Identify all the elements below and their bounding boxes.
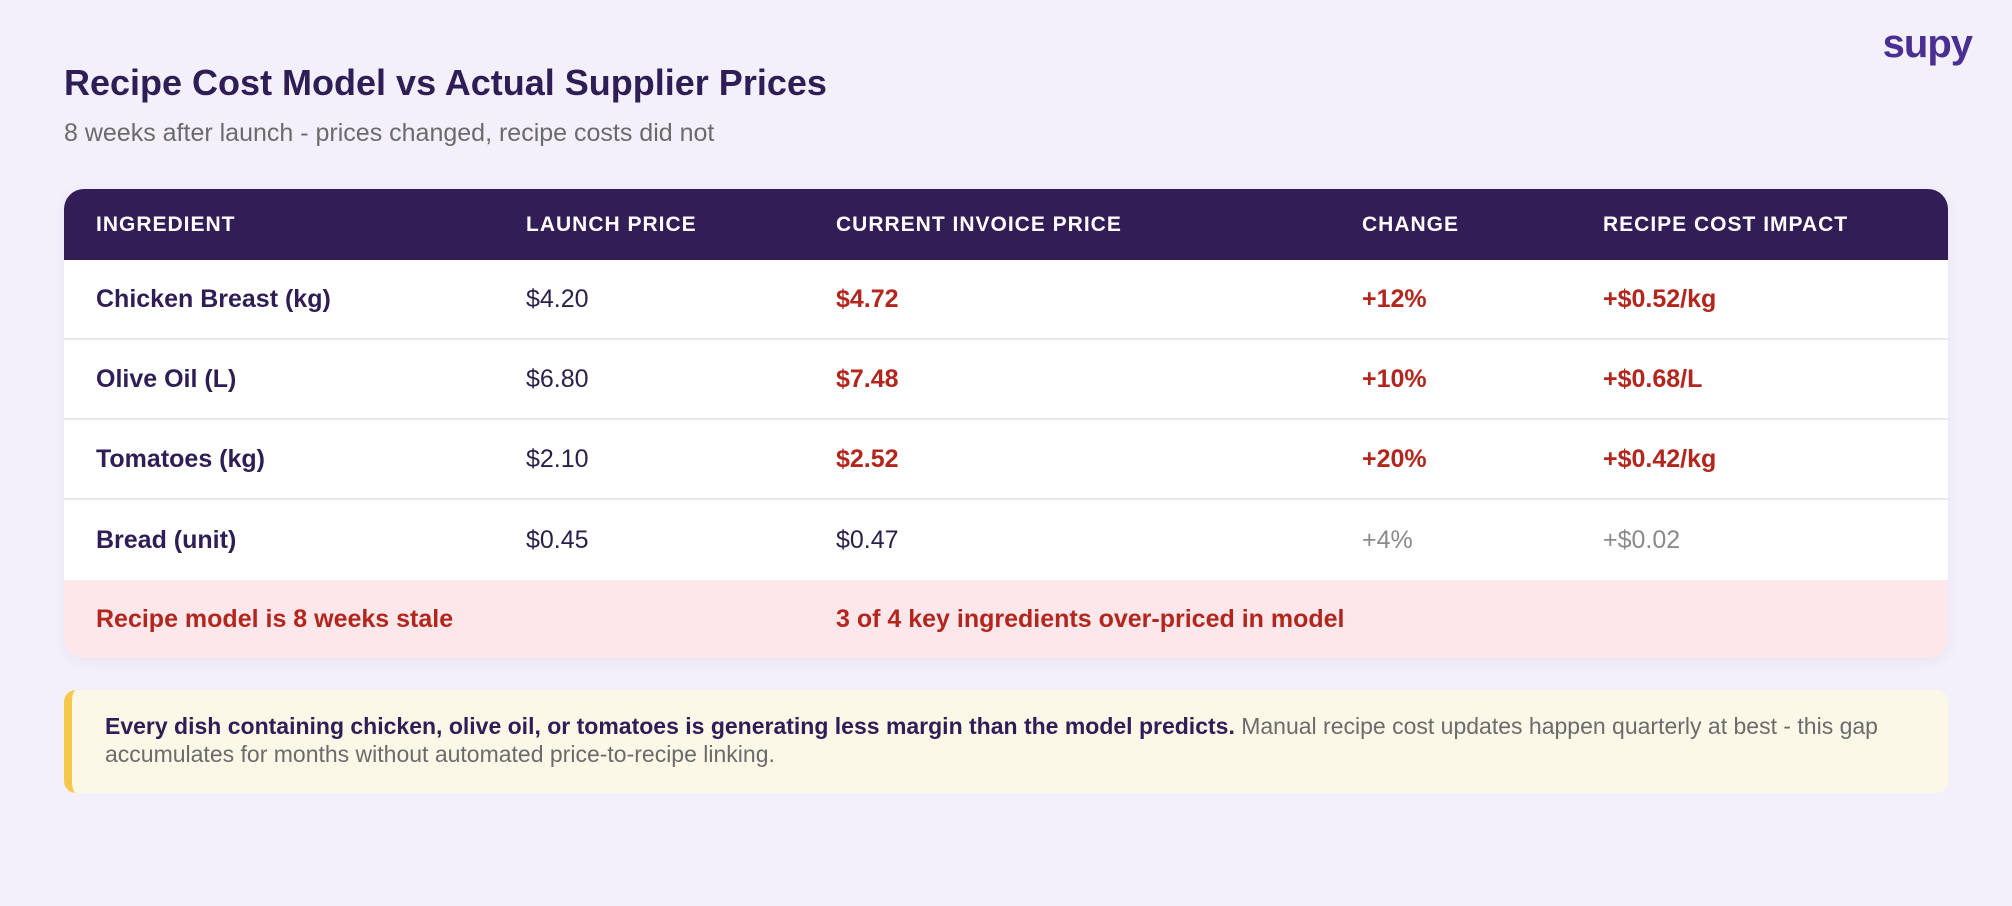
column-header: LAUNCH PRICE [526, 212, 697, 236]
cell: Tomatoes (kg) [96, 444, 265, 473]
cell: Bread (unit) [96, 525, 237, 554]
cell: $0.47 [836, 525, 899, 554]
cell: Olive Oil (L) [96, 364, 237, 393]
cell: +4% [1362, 525, 1413, 554]
subtitle: 8 weeks after launch - prices changed, r… [64, 119, 715, 147]
column-header: CURRENT INVOICE PRICE [836, 212, 1122, 236]
cell: $0.45 [526, 525, 589, 554]
cell: Chicken Breast (kg) [96, 284, 331, 313]
cell: $4.72 [836, 284, 899, 313]
cell: $2.52 [836, 444, 899, 473]
summary-row: Recipe model is 8 weeks stale 3 of 4 key… [64, 580, 1948, 658]
column-header: RECIPE COST IMPACT [1603, 212, 1849, 236]
header-row: INGREDIENT LAUNCH PRICE CURRENT INVOICE … [64, 189, 1948, 260]
summary-text: Recipe model is 8 weeks stale [96, 604, 454, 633]
column-header: INGREDIENT [96, 212, 236, 236]
logo: supy [1882, 22, 1973, 66]
table-row: Olive Oil (L) $6.80 $7.48 +10% +$0.68/L [64, 340, 1948, 420]
title: Recipe Cost Model vs Actual Supplier Pri… [64, 62, 827, 103]
summary-text: 3 of 4 key ingredients over-priced in mo… [836, 604, 1345, 633]
cell: +$0.02 [1603, 525, 1681, 554]
table-row: Chicken Breast (kg) $4.20 $4.72 +12% +$0… [64, 260, 1948, 340]
table-row: Tomatoes (kg) $2.10 $2.52 +20% +$0.42/kg [64, 420, 1948, 500]
price-table: INGREDIENT LAUNCH PRICE CURRENT INVOICE … [64, 189, 1948, 658]
column-header: CHANGE [1362, 212, 1460, 236]
table-row: Bread (unit) $0.45 $0.47 +4% +$0.02 [64, 500, 1948, 580]
callout-text: Manual recipe cost updates happen quarte… [105, 713, 1878, 767]
cell: +$0.42/kg [1603, 444, 1717, 473]
cell: $2.10 [526, 444, 589, 473]
callout: Every dish containing chicken, olive oil… [64, 690, 1948, 793]
cell: +20% [1362, 444, 1427, 473]
callout-bold: Every dish containing chicken, olive oil… [105, 713, 1235, 739]
cell: +10% [1362, 364, 1427, 393]
cell: $4.20 [526, 284, 589, 313]
cell: $6.80 [526, 364, 589, 393]
cell: $7.48 [836, 364, 899, 393]
cell: +$0.68/L [1603, 364, 1703, 393]
cell: +12% [1362, 284, 1427, 313]
cell: +$0.52/kg [1603, 284, 1717, 313]
